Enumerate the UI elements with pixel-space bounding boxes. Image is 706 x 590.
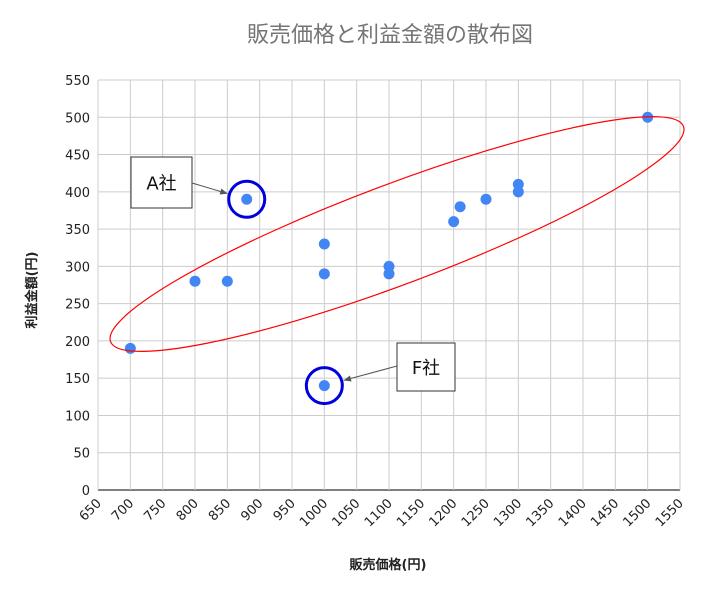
data-points <box>124 111 654 392</box>
x-tick-label: 1000 <box>297 496 331 530</box>
data-point <box>189 275 201 287</box>
y-axis-ticks: 0 50 100 150 200 250 300 350 400 450 500 550 <box>65 74 90 499</box>
x-tick-label: 1300 <box>491 496 525 530</box>
x-tick-label: 650 <box>77 496 105 524</box>
highlight-circle <box>304 366 344 406</box>
data-point <box>124 342 136 354</box>
data-point <box>318 238 330 250</box>
x-tick-label: 850 <box>206 496 234 524</box>
y-axis-title: 利益金額(円) <box>24 252 40 329</box>
data-point <box>383 268 395 280</box>
highlight-circle <box>227 179 267 219</box>
data-point <box>480 193 492 205</box>
y-tick-label: 450 <box>65 149 90 164</box>
x-tick-label: 1450 <box>588 496 622 530</box>
y-tick-label: 50 <box>73 447 90 462</box>
data-point <box>454 201 466 213</box>
y-tick-label: 100 <box>65 409 90 424</box>
x-tick-label: 1250 <box>459 496 493 530</box>
chart-title: 販売価格と利益金額の散布図 <box>247 23 533 48</box>
data-point <box>448 216 460 228</box>
arrowhead-icon <box>219 188 228 195</box>
arrowhead-icon <box>343 375 352 382</box>
x-tick-label: 750 <box>141 496 169 524</box>
y-tick-label: 400 <box>65 186 90 201</box>
x-tick-label: 700 <box>109 496 137 524</box>
data-point <box>241 193 253 205</box>
x-tick-label: 1550 <box>653 496 687 530</box>
data-point <box>221 275 233 287</box>
x-tick-label: 1100 <box>362 496 396 530</box>
x-tick-label: 800 <box>174 496 202 524</box>
x-tick-label: 950 <box>271 496 299 524</box>
data-point <box>318 268 330 280</box>
x-axis-title: 販売価格(円) <box>350 557 427 573</box>
x-tick-label: 1400 <box>556 496 590 530</box>
y-tick-label: 550 <box>65 74 90 89</box>
annotations: A社 F社 <box>130 156 456 406</box>
y-tick-label: 300 <box>65 260 90 275</box>
annotation-box <box>130 156 193 209</box>
data-point <box>512 186 524 198</box>
x-tick-label: 1050 <box>329 496 363 530</box>
y-tick-label: 0 <box>82 484 90 499</box>
x-tick-label: 1350 <box>523 496 557 530</box>
x-axis-ticks: 650 700 750 800 850 900 9501000105011001150120… <box>77 496 687 530</box>
data-point <box>318 380 330 392</box>
y-tick-label: 350 <box>65 223 90 238</box>
y-tick-label: 500 <box>65 111 90 126</box>
annotation-box <box>396 342 456 392</box>
annotation-arrow <box>343 365 398 381</box>
cluster-ellipse <box>109 116 685 352</box>
y-tick-label: 250 <box>65 298 90 313</box>
x-tick-label: 900 <box>238 496 266 524</box>
y-tick-label: 200 <box>65 335 90 350</box>
y-tick-label: 150 <box>65 372 90 387</box>
annotation-label: A社 <box>146 174 176 195</box>
x-tick-label: 1500 <box>620 496 654 530</box>
x-tick-label: 1200 <box>426 496 460 530</box>
annotation-label: F社 <box>412 358 440 379</box>
grid <box>97 79 681 491</box>
x-tick-label: 1150 <box>394 496 428 530</box>
